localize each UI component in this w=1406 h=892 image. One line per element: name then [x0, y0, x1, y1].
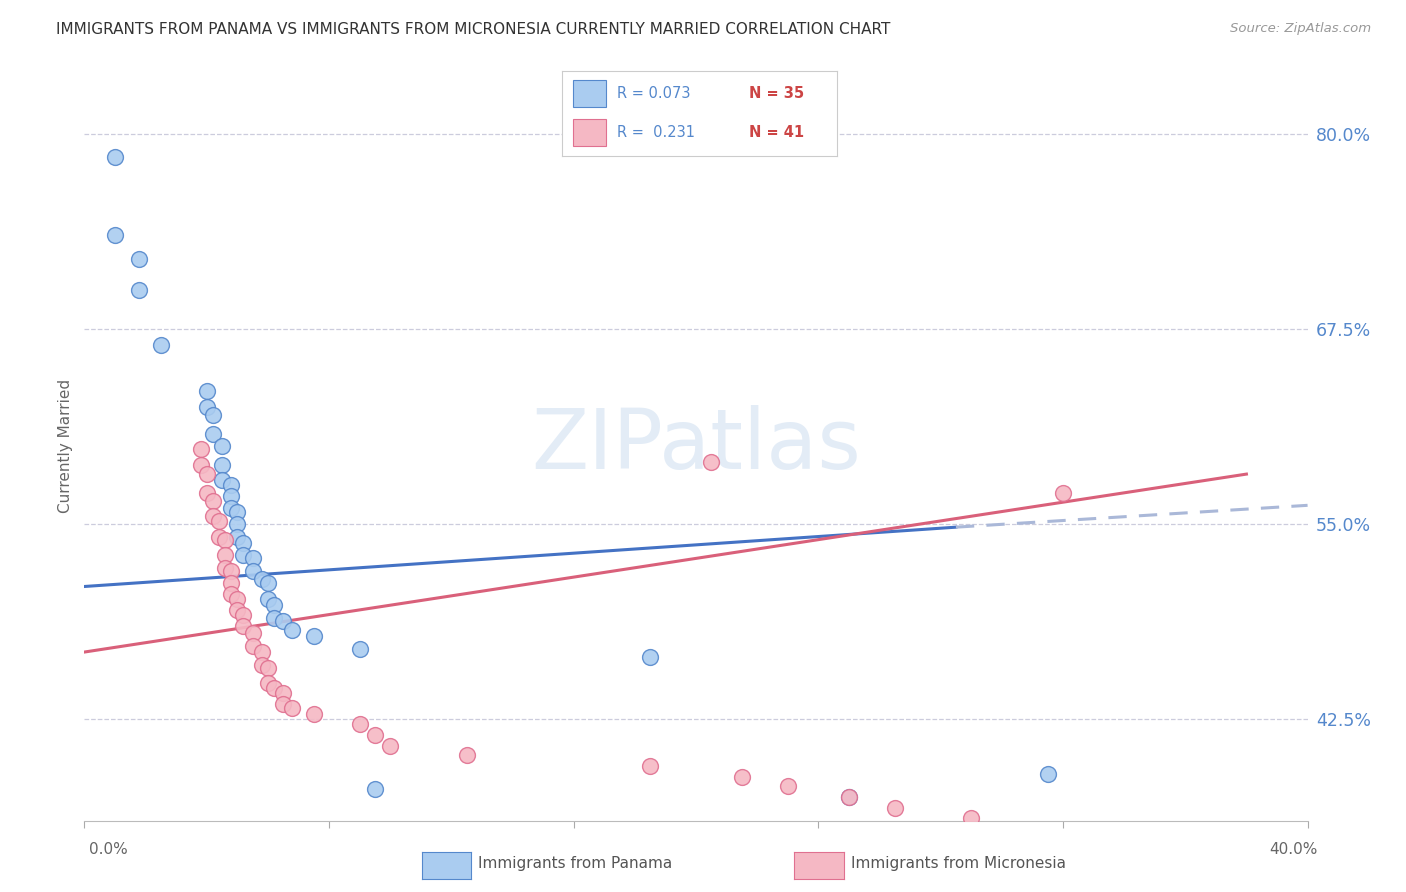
Point: [281, 624, 304, 638]
Text: R = 0.073: R = 0.073: [617, 86, 690, 101]
Text: 40.0%: 40.0%: [1270, 842, 1317, 856]
Point: [232, 548, 254, 563]
Text: Source: ZipAtlas.com: Source: ZipAtlas.com: [1230, 22, 1371, 36]
Point: [226, 504, 249, 518]
Point: [232, 618, 254, 632]
Point: [257, 660, 280, 675]
Point: [226, 592, 249, 607]
Point: [364, 782, 387, 797]
Point: [364, 728, 387, 742]
Point: [219, 576, 242, 591]
Point: [226, 603, 249, 617]
Point: [226, 516, 249, 531]
Point: [250, 572, 273, 586]
Point: [1052, 486, 1074, 500]
Point: [195, 400, 218, 414]
Point: [838, 790, 860, 805]
Point: [456, 747, 478, 762]
Point: [257, 592, 280, 607]
Point: [104, 150, 127, 164]
Point: [960, 811, 983, 825]
Point: [638, 649, 661, 664]
Text: R =  0.231: R = 0.231: [617, 125, 695, 140]
Point: [214, 561, 236, 575]
Point: [257, 676, 280, 690]
Text: N = 41: N = 41: [749, 125, 804, 140]
Point: [271, 686, 294, 700]
Point: [195, 486, 218, 500]
Point: [250, 657, 273, 672]
Point: [214, 533, 236, 547]
Point: [281, 701, 304, 715]
Point: [700, 455, 723, 469]
Point: [219, 478, 242, 492]
Bar: [574, 119, 606, 146]
Point: [302, 707, 325, 722]
Text: 0.0%: 0.0%: [89, 842, 128, 856]
Point: [250, 645, 273, 659]
Point: [731, 770, 754, 784]
Point: [638, 759, 661, 773]
Point: [219, 501, 242, 516]
Point: [211, 458, 233, 472]
Point: [219, 564, 242, 578]
Point: [201, 408, 224, 422]
Point: [776, 780, 799, 794]
Point: [128, 283, 150, 297]
Point: [190, 458, 212, 472]
Point: [201, 426, 224, 441]
Point: [380, 739, 402, 753]
Point: [242, 639, 264, 653]
Point: [263, 598, 285, 612]
Point: [201, 509, 224, 524]
Point: [838, 790, 860, 805]
Point: [149, 337, 172, 351]
Point: [232, 535, 254, 549]
Point: [195, 467, 218, 482]
Point: [208, 514, 231, 528]
Y-axis label: Currently Married: Currently Married: [58, 379, 73, 513]
Text: Immigrants from Panama: Immigrants from Panama: [478, 856, 672, 871]
Bar: [574, 80, 606, 107]
Point: [211, 439, 233, 453]
Text: N = 35: N = 35: [749, 86, 804, 101]
Point: [104, 228, 127, 243]
Point: [302, 630, 325, 644]
Point: [195, 384, 218, 399]
Text: IMMIGRANTS FROM PANAMA VS IMMIGRANTS FROM MICRONESIA CURRENTLY MARRIED CORRELATI: IMMIGRANTS FROM PANAMA VS IMMIGRANTS FRO…: [56, 22, 890, 37]
Point: [349, 642, 371, 657]
Point: [257, 576, 280, 591]
Point: [1036, 766, 1059, 781]
Point: [271, 697, 294, 711]
Point: [128, 252, 150, 266]
Point: [232, 607, 254, 622]
Point: [242, 564, 264, 578]
Point: [263, 681, 285, 695]
Point: [349, 717, 371, 731]
Point: [263, 611, 285, 625]
Point: [219, 587, 242, 601]
Point: [219, 489, 242, 503]
Point: [271, 614, 294, 628]
Point: [883, 801, 905, 815]
Point: [214, 548, 236, 563]
Point: [226, 530, 249, 544]
Point: [201, 493, 224, 508]
Point: [242, 551, 264, 566]
Text: Immigrants from Micronesia: Immigrants from Micronesia: [851, 856, 1066, 871]
Point: [208, 530, 231, 544]
Point: [190, 442, 212, 457]
Text: ZIPatlas: ZIPatlas: [531, 406, 860, 486]
Point: [242, 626, 264, 640]
Point: [211, 474, 233, 488]
